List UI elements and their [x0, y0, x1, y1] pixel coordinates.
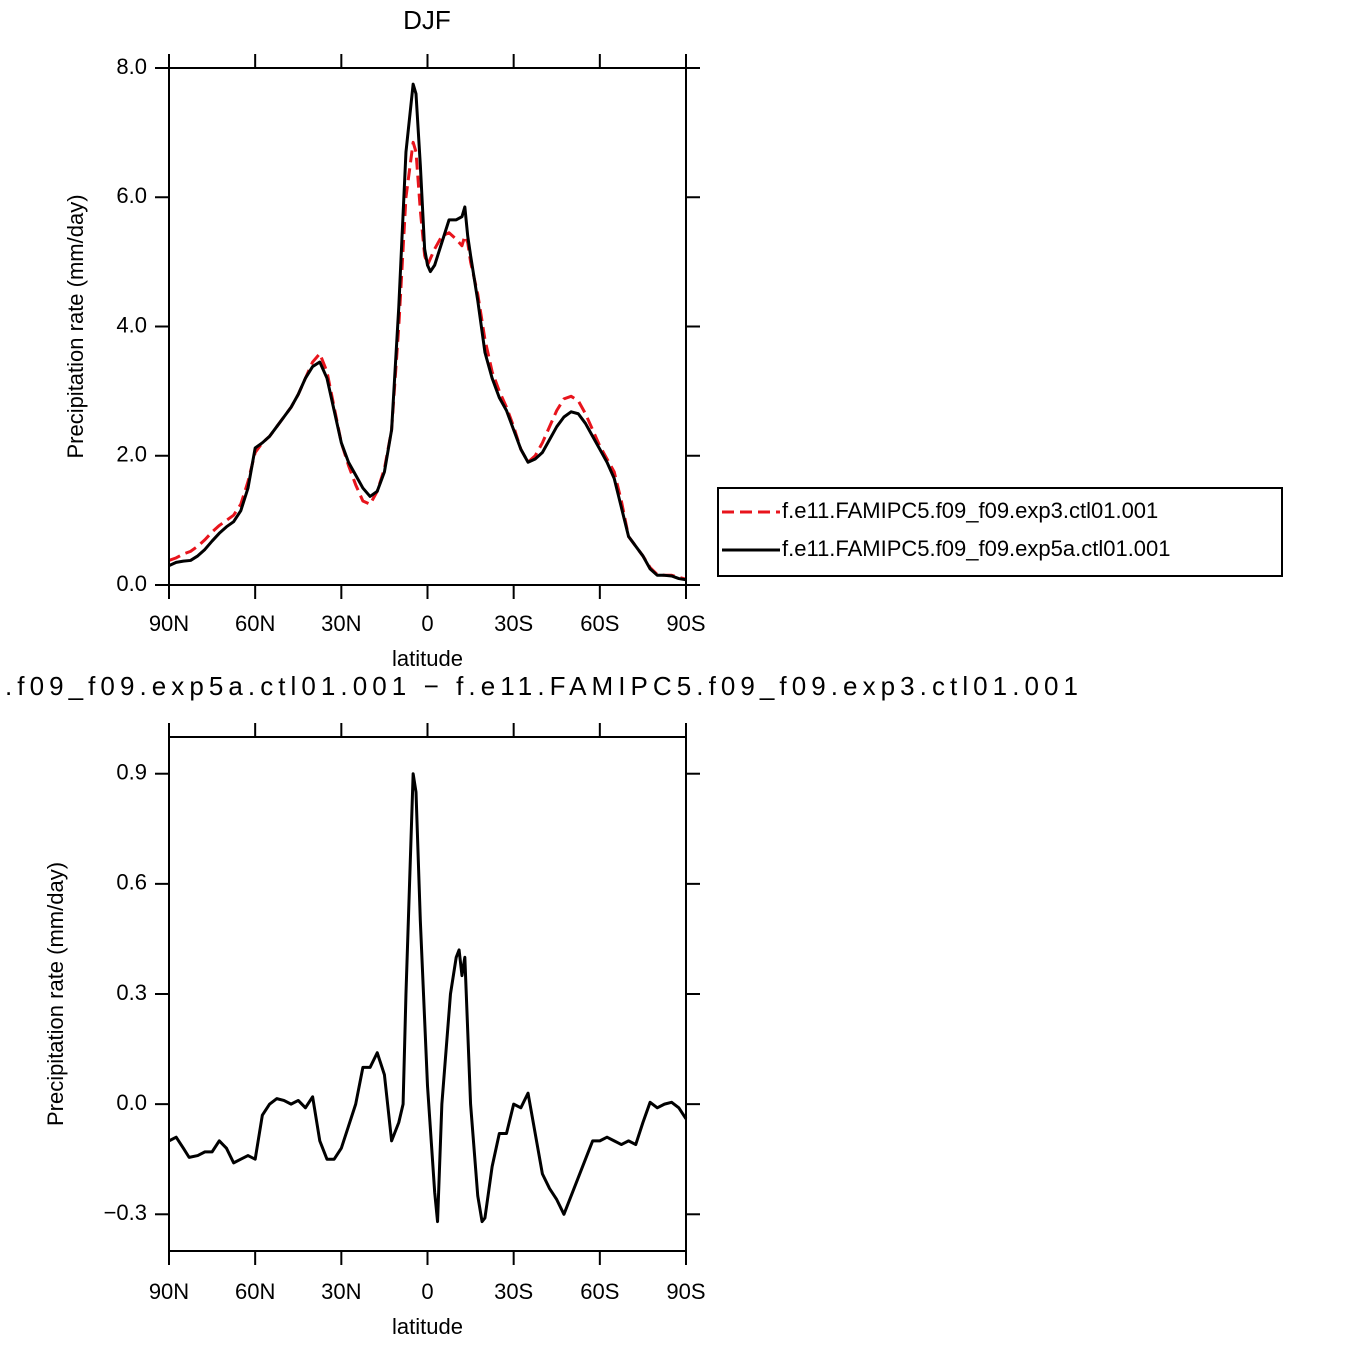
x-axis-label: latitude	[392, 646, 463, 671]
y-tick-label: 4.0	[116, 312, 147, 337]
x-tick-label: 90N	[149, 1279, 189, 1304]
x-tick-label: 30N	[321, 1279, 361, 1304]
y-tick-label: 0.0	[116, 571, 147, 596]
x-tick-label: 30N	[321, 611, 361, 636]
x-tick-label: 30S	[494, 1279, 533, 1304]
x-tick-label: 60N	[235, 611, 275, 636]
x-tick-label: 90N	[149, 611, 189, 636]
data-line	[168, 772, 688, 1224]
x-axis-label: latitude	[392, 1314, 463, 1339]
x-tick-label: 60S	[580, 611, 619, 636]
y-tick-label: −0.3	[104, 1200, 147, 1225]
x-tick-label: 60S	[580, 1279, 619, 1304]
legend-label: f.e11.FAMIPC5.f09_f09.exp5a.ctl01.001	[782, 536, 1171, 561]
x-tick-label: 90S	[666, 1279, 705, 1304]
y-tick-label: 0.0	[116, 1090, 147, 1115]
y-tick-label: 0.3	[116, 980, 147, 1005]
y-tick-label: 2.0	[116, 442, 147, 467]
data-line	[168, 82, 687, 582]
x-tick-label: 90S	[666, 611, 705, 636]
plot-frame	[168, 67, 687, 586]
chart-title: .f09_f09.exp5a.ctl01.001 − f.e11.FAMIPC5…	[5, 671, 1078, 701]
y-tick-label: 8.0	[116, 54, 147, 79]
legend-box	[717, 487, 1283, 577]
chart-title: DJF	[403, 5, 451, 35]
x-tick-label: 60N	[235, 1279, 275, 1304]
x-tick-label: 0	[421, 1279, 433, 1304]
x-tick-label: 30S	[494, 611, 533, 636]
y-tick-label: 0.6	[116, 870, 147, 895]
y-axis-label: Precipitation rate (mm/day)	[63, 194, 88, 458]
y-tick-label: 0.9	[116, 760, 147, 785]
y-axis-label: Precipitation rate (mm/day)	[43, 862, 68, 1126]
x-tick-label: 0	[421, 611, 433, 636]
plot-frame	[168, 736, 687, 1252]
data-line	[168, 140, 687, 581]
legend-label: f.e11.FAMIPC5.f09_f09.exp3.ctl01.001	[782, 498, 1158, 523]
y-tick-label: 6.0	[116, 183, 147, 208]
